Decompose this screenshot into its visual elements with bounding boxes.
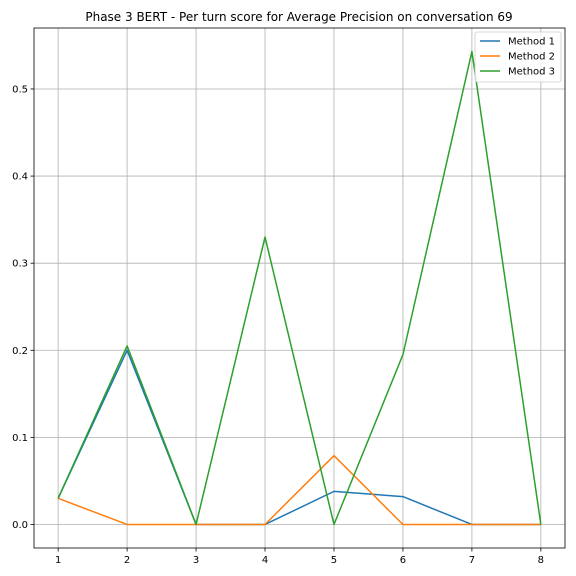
x-tick-label: 7 [469,555,475,566]
grid [34,28,565,548]
chart-title: Phase 3 BERT - Per turn score for Averag… [85,10,512,24]
x-axis: 1 2 3 4 5 6 7 8 [55,548,544,566]
series-line-1 [57,349,541,526]
x-tick-label: 6 [400,555,406,566]
series-line-2 [57,454,541,526]
x-tick-label: 4 [262,555,268,566]
y-tick-label: 0.0 [12,520,28,531]
x-tick-label: 1 [55,555,61,566]
y-tick-label: 0.4 [12,172,28,183]
x-tick-label: 2 [124,555,130,566]
x-tick-label: 5 [331,555,337,566]
series-line-3 [57,50,542,526]
plot-frame [33,27,566,549]
legend-label: Method 2 [508,52,555,63]
series-lines [57,50,542,526]
y-axis: 0.0 0.1 0.2 0.3 0.4 0.5 [12,84,34,531]
y-tick-label: 0.3 [12,259,28,270]
x-tick-label: 8 [538,555,544,566]
legend-box [474,31,562,83]
legend-label: Method 3 [508,67,555,78]
y-tick-label: 0.2 [12,346,28,357]
legend-label: Method 1 [508,37,555,48]
y-tick-label: 0.1 [12,433,28,444]
x-tick-label: 3 [193,555,199,566]
y-tick-label: 0.5 [12,84,28,95]
legend: Method 1 Method 2 Method 3 [474,31,562,83]
